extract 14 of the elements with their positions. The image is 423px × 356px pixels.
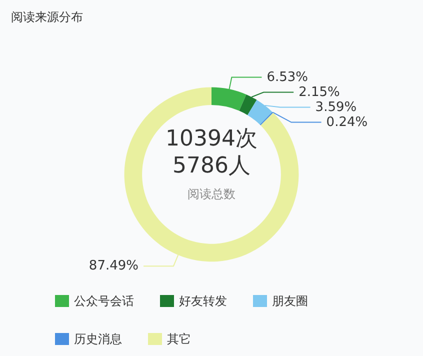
- data-label: 87.49%: [88, 258, 138, 274]
- text: 5786人: [172, 154, 251, 178]
- data-label: 3.59%: [315, 100, 357, 115]
- legend-label: 历史消息: [74, 332, 122, 346]
- legend-label: 朋友圈: [272, 294, 308, 308]
- legend-label: 好友转发: [179, 294, 227, 308]
- data-label: 0.24%: [326, 114, 368, 130]
- data-label: 2.15%: [298, 84, 340, 100]
- data-label: 6.53%: [266, 70, 308, 85]
- text: 阅读总数: [188, 187, 236, 201]
- text: 10394次: [166, 126, 258, 152]
- chart-title: 阅读来源分布: [11, 10, 83, 24]
- legend-label: 其它: [167, 332, 191, 346]
- legend-label: 公众号会话: [74, 294, 134, 308]
